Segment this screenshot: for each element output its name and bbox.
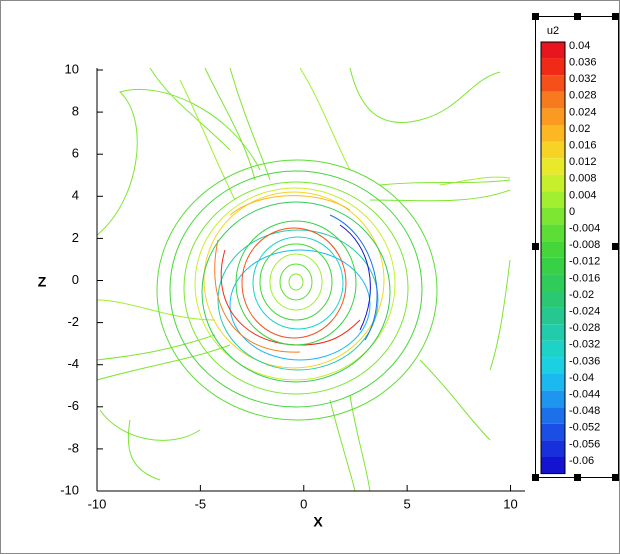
y-tick-label: 2	[72, 230, 79, 245]
legend-level-label: 0.024	[569, 106, 597, 118]
colorbar-swatch	[541, 174, 565, 192]
colorbar-swatch	[541, 307, 565, 325]
legend-level-label: 0.04	[569, 40, 590, 52]
colorbar-swatch	[541, 374, 565, 391]
y-tick-label: 0	[72, 272, 79, 287]
y-tick-label: -10	[60, 482, 79, 497]
colorbar-swatch	[541, 241, 565, 258]
legend-level-label: 0.032	[569, 73, 597, 85]
colorbar-swatch	[541, 125, 565, 142]
legend-level-label: -0.016	[569, 272, 600, 284]
legend-level-label: -0.036	[569, 355, 600, 367]
legend-level-label: 0.012	[569, 156, 597, 168]
legend-level-label: -0.06	[569, 455, 594, 467]
legend-level-label: -0.04	[569, 372, 594, 384]
y-tick-label: 4	[72, 188, 79, 203]
x-tick-label: 10	[503, 496, 517, 511]
legend-frame	[532, 13, 619, 481]
legend-level-label: -0.056	[569, 438, 600, 450]
y-tick-label: 10	[65, 61, 79, 76]
colorbar-swatch	[541, 91, 565, 109]
legend-level-label: 0.036	[569, 57, 597, 69]
colorbar-swatch	[541, 423, 565, 441]
y-tick-label: 8	[72, 104, 79, 119]
colorbar-swatch	[541, 440, 565, 457]
colorbar-swatch	[541, 407, 565, 424]
x-tick-label: -10	[88, 496, 107, 511]
legend-level-label: 0.02	[569, 123, 590, 135]
y-tick-label: -6	[67, 398, 79, 413]
colorbar-swatch	[541, 208, 565, 225]
y-axis-title: Z	[38, 274, 47, 290]
colorbar-swatch	[541, 274, 565, 291]
legend-level-label: 0.016	[569, 140, 597, 152]
legend-level-label: -0.048	[569, 405, 600, 417]
colorbar-swatch	[541, 42, 565, 59]
y-tick-label: -8	[67, 440, 79, 455]
legend-level-label: -0.052	[569, 422, 600, 434]
colorbar-swatch	[541, 457, 565, 474]
legend-level-label: -0.02	[569, 289, 594, 301]
colorbar-swatch	[541, 158, 565, 175]
legend-level-label: -0.004	[569, 223, 600, 235]
colorbar-swatch	[541, 357, 565, 374]
colorbar-swatch	[541, 257, 565, 275]
legend-level-label: -0.024	[569, 306, 600, 318]
legend-level-label: 0.008	[569, 173, 597, 185]
x-tick-label: 5	[404, 496, 411, 511]
colorbar-swatch	[541, 191, 565, 208]
colorbar-swatch	[541, 58, 565, 76]
colorbar-border	[540, 41, 566, 475]
colorbar-swatch	[541, 291, 565, 308]
colorbar-swatch	[541, 108, 565, 125]
x-axis-title: X	[313, 514, 323, 530]
legend-level-label: -0.012	[569, 256, 600, 268]
x-tick-label: 0	[300, 496, 307, 511]
colorbar-swatch	[541, 324, 565, 341]
contour-field	[96, 67, 511, 492]
colorbar-swatch	[541, 141, 565, 159]
x-tick-label: -5	[195, 496, 207, 511]
y-tick-label: -4	[67, 356, 79, 371]
colorbar-swatch	[541, 75, 565, 92]
legend-level-label: 0	[569, 206, 575, 218]
legend-title: u2	[547, 25, 559, 37]
y-tick-label: -2	[67, 314, 79, 329]
legend-level-label: 0.028	[569, 90, 597, 102]
y-tick-label: 6	[72, 146, 79, 161]
legend-level-label: -0.032	[569, 339, 600, 351]
legend-level-label: 0.004	[569, 189, 597, 201]
legend-level-label: -0.008	[569, 239, 600, 251]
legend-level-label: -0.044	[569, 389, 600, 401]
colorbar-swatch	[541, 340, 565, 358]
legend-level-label: -0.028	[569, 322, 600, 334]
colorbar-swatch	[541, 390, 565, 408]
colorbar-swatch	[541, 224, 565, 242]
